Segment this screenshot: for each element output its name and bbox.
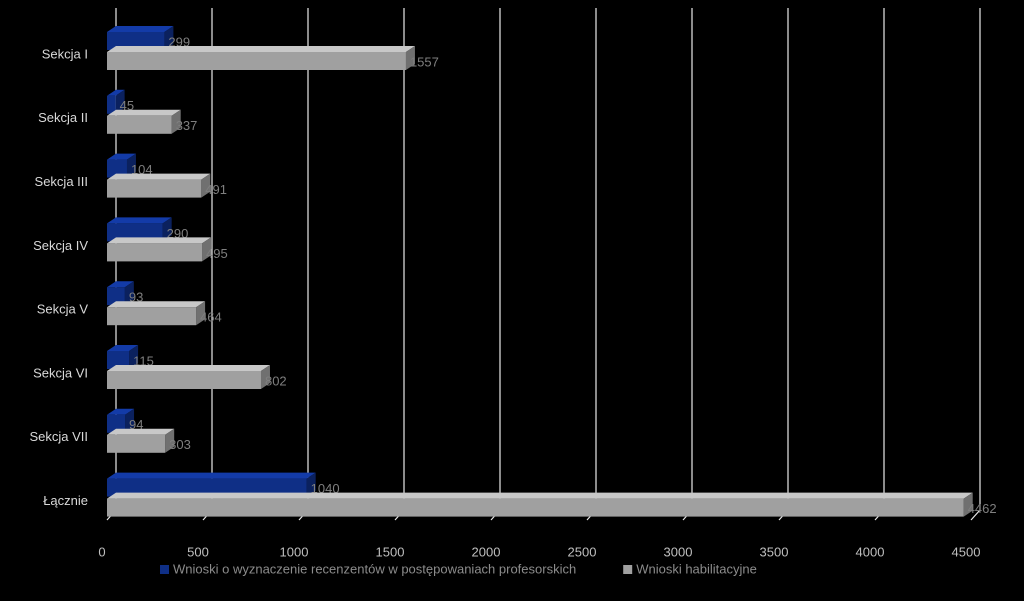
bar-top <box>107 89 125 96</box>
legend-label: Wnioski o wyznaczenie recenzentów w post… <box>173 561 576 576</box>
bar <box>107 351 130 369</box>
x-tick-label: 2000 <box>472 544 501 559</box>
bar <box>107 179 202 198</box>
bar-top <box>107 408 135 415</box>
value-label: 303 <box>169 437 191 452</box>
legend-swatch <box>160 565 169 574</box>
value-label: 290 <box>167 226 189 241</box>
bar-side <box>124 281 134 306</box>
y-tick-label: Sekcja VII <box>29 429 88 444</box>
y-tick-label: Sekcja IV <box>33 238 88 253</box>
value-label: 93 <box>129 290 143 305</box>
value-label: 115 <box>133 353 154 368</box>
grid-line <box>874 8 885 521</box>
value-label: 299 <box>168 34 190 49</box>
grid-line <box>298 8 309 521</box>
bar-top <box>107 492 973 499</box>
value-label: 94 <box>129 417 143 432</box>
x-tick-label: 3000 <box>664 544 693 559</box>
bar <box>107 498 964 517</box>
grid-line <box>586 8 597 521</box>
bar-side <box>196 301 206 326</box>
bar-top <box>107 472 316 479</box>
bar-side <box>165 428 175 453</box>
value-label: 45 <box>120 98 134 113</box>
value-label: 802 <box>265 373 287 388</box>
bar <box>107 414 126 433</box>
bar-side <box>129 345 139 369</box>
bar-side <box>162 217 172 242</box>
bar <box>107 32 165 50</box>
y-tick-label: Sekcja III <box>35 174 88 189</box>
value-label: 464 <box>200 310 222 325</box>
bar-top <box>107 26 174 32</box>
bar-side <box>260 365 270 389</box>
bar <box>107 434 166 453</box>
x-tick-label: 1000 <box>280 544 309 559</box>
grid-line <box>970 8 981 521</box>
bar-side <box>164 26 174 50</box>
value-label: 1040 <box>311 481 340 496</box>
x-tick-label: 3500 <box>760 544 789 559</box>
y-tick-label: Sekcja II <box>38 110 88 125</box>
bar <box>107 95 116 114</box>
bar <box>107 371 261 389</box>
bar <box>107 478 307 497</box>
x-tick-label: 4000 <box>856 544 885 559</box>
bar-top <box>107 109 181 116</box>
bar <box>107 52 406 70</box>
bar-side <box>202 237 212 262</box>
value-label: 1557 <box>410 54 439 69</box>
grid-line <box>682 8 693 521</box>
bar-top <box>107 173 211 180</box>
bar-top <box>107 153 136 160</box>
bar-side <box>171 109 181 134</box>
bar-top <box>107 281 134 288</box>
grid-line <box>394 8 405 521</box>
value-label: 337 <box>176 118 198 133</box>
bar <box>107 287 125 306</box>
bar-side <box>125 408 135 433</box>
x-tick-label: 0 <box>98 544 105 559</box>
x-tick-label: 4500 <box>952 544 981 559</box>
bar-side <box>306 472 316 497</box>
bar <box>107 159 127 178</box>
value-label: 4462 <box>968 501 997 516</box>
y-tick-label: Sekcja V <box>37 302 89 317</box>
bar <box>107 115 172 134</box>
bar-side <box>115 89 125 114</box>
y-tick-label: Łącznie <box>43 493 88 508</box>
bar <box>107 243 203 262</box>
bar-top <box>107 237 212 244</box>
bar-top <box>107 365 270 371</box>
bar-top <box>107 428 175 435</box>
y-tick-label: Sekcja I <box>42 46 88 61</box>
grid-line <box>778 8 789 521</box>
value-label: 104 <box>131 162 153 177</box>
bar-top <box>107 301 206 308</box>
y-tick-label: Sekcja VI <box>33 365 88 380</box>
bar-top <box>107 345 139 351</box>
grid-line <box>202 8 213 521</box>
bar-side <box>126 153 136 178</box>
legend-label: Wnioski habilitacyjne <box>636 561 757 576</box>
bar <box>107 223 163 242</box>
bar-side <box>963 492 973 517</box>
bar-top <box>107 217 172 224</box>
bar <box>107 307 197 326</box>
bar-side <box>405 46 415 70</box>
bar-top <box>107 46 415 52</box>
value-label: 491 <box>205 182 227 197</box>
bar-side <box>201 173 211 198</box>
x-tick-label: 500 <box>187 544 209 559</box>
x-tick-label: 2500 <box>568 544 597 559</box>
grid-line <box>490 8 501 521</box>
value-label: 495 <box>206 246 228 261</box>
x-tick-label: 1500 <box>376 544 405 559</box>
legend-swatch <box>623 565 633 574</box>
